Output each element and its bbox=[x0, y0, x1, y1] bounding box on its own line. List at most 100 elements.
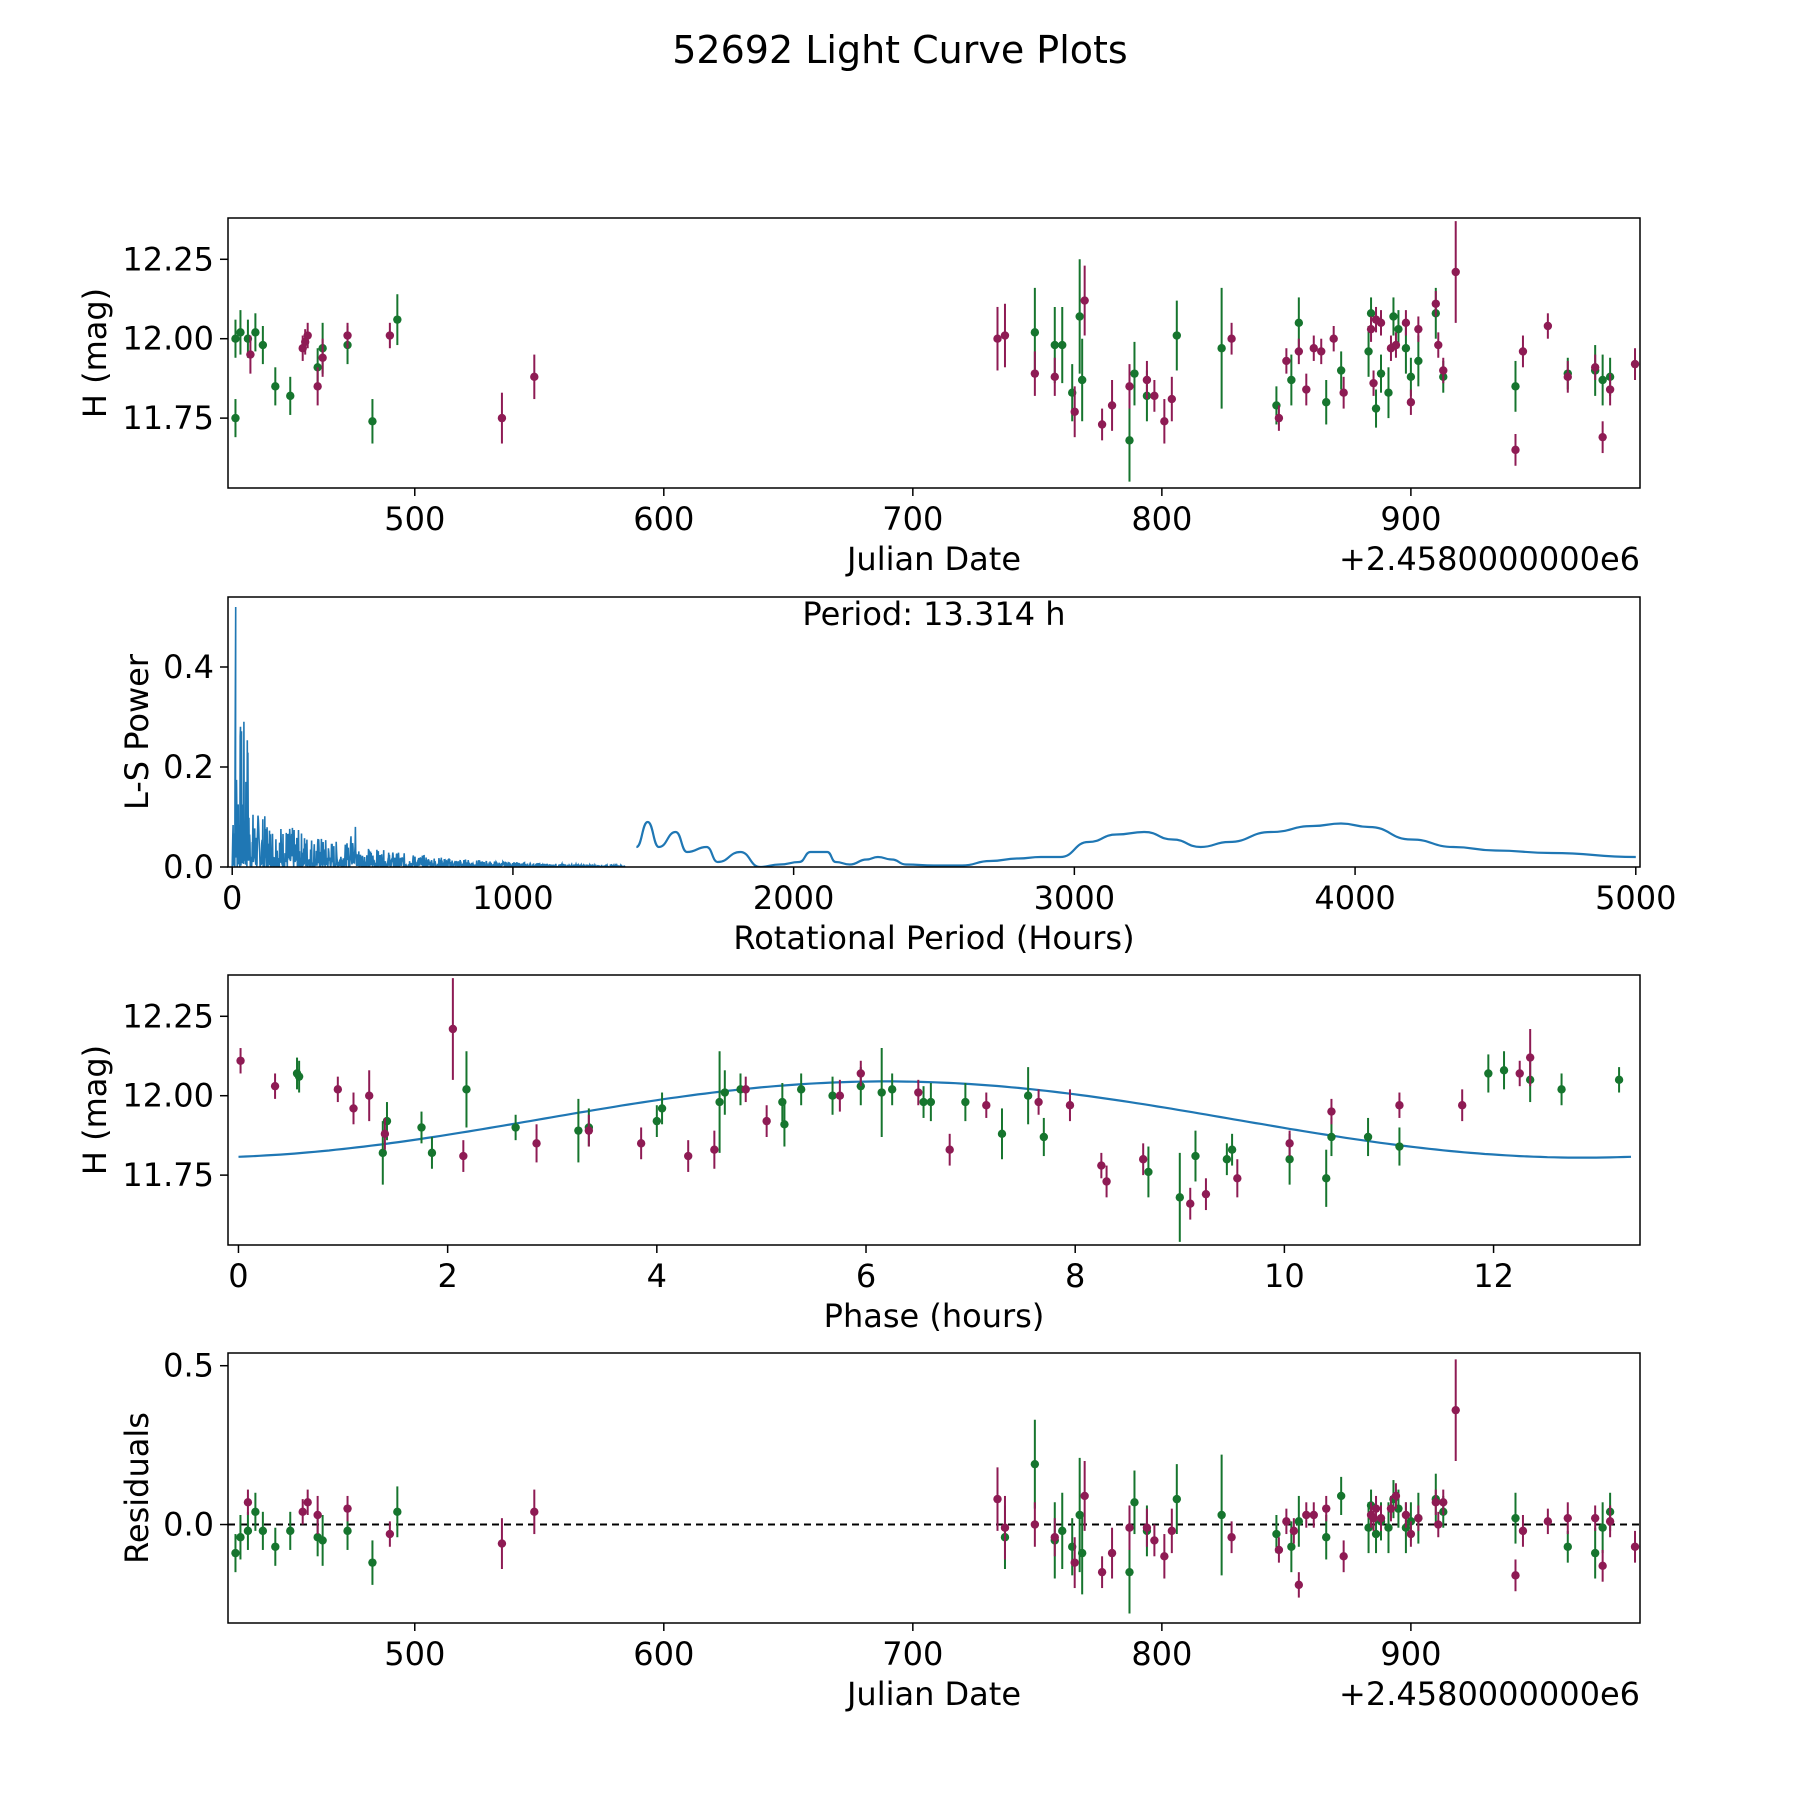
x-tick-label: 10 bbox=[1264, 1257, 1305, 1295]
green-data-point bbox=[796, 1085, 806, 1094]
green-data-point bbox=[378, 1148, 387, 1158]
magenta-data-point bbox=[303, 1498, 312, 1507]
green-data-point bbox=[1222, 1155, 1232, 1164]
magenta-data-point bbox=[459, 1151, 468, 1161]
magenta-data-point bbox=[1070, 1558, 1079, 1567]
magenta-data-point bbox=[1322, 1504, 1331, 1513]
magenta-data-point bbox=[1302, 1510, 1311, 1520]
green-data-point bbox=[1077, 1548, 1087, 1558]
y-tick-label: 11.75 bbox=[122, 1156, 214, 1194]
magenta-data-point bbox=[1406, 398, 1416, 407]
magenta-data-point bbox=[385, 331, 395, 340]
magenta-data-point bbox=[1329, 334, 1338, 343]
y-axis-label: H (mag) bbox=[76, 1045, 114, 1175]
magenta-data-point bbox=[303, 331, 312, 340]
magenta-data-point bbox=[1451, 1405, 1460, 1415]
magenta-data-point bbox=[1150, 1536, 1159, 1545]
green-data-point bbox=[1394, 324, 1403, 334]
magenta-data-point bbox=[1451, 267, 1460, 277]
x-tick-label: 600 bbox=[633, 1635, 694, 1673]
green-data-point bbox=[1125, 436, 1134, 445]
green-data-point bbox=[926, 1097, 936, 1107]
magenta-data-point bbox=[246, 350, 255, 359]
magenta-data-point bbox=[1376, 1513, 1386, 1523]
green-data-point bbox=[1058, 340, 1067, 350]
magenta-data-point bbox=[1598, 1561, 1607, 1571]
green-data-point bbox=[887, 1085, 897, 1094]
magenta-data-point bbox=[1107, 401, 1117, 410]
green-data-point bbox=[720, 1088, 730, 1097]
magenta-data-point bbox=[993, 334, 1002, 343]
y-axis-label: H (mag) bbox=[76, 288, 114, 418]
green-data-point bbox=[1144, 1167, 1153, 1177]
green-data-point bbox=[1366, 309, 1376, 318]
green-data-point bbox=[258, 340, 268, 350]
magenta-data-point bbox=[1434, 1520, 1443, 1529]
magenta-data-point bbox=[1386, 1504, 1396, 1513]
figure-title: 52692 Light Curve Plots bbox=[672, 28, 1128, 72]
magenta-data-point bbox=[243, 1498, 253, 1507]
green-data-point bbox=[231, 1548, 240, 1558]
green-data-point bbox=[251, 1507, 260, 1517]
x-tick-label: 8 bbox=[1065, 1257, 1085, 1295]
y-tick-label: 0.4 bbox=[163, 648, 214, 686]
magenta-data-point bbox=[1590, 1513, 1600, 1523]
green-data-point bbox=[251, 328, 260, 337]
green-data-point bbox=[271, 382, 280, 391]
magenta-data-point bbox=[1080, 1491, 1089, 1501]
green-data-point bbox=[1272, 1529, 1281, 1539]
x-tick-label: 0 bbox=[222, 879, 242, 917]
magenta-data-point bbox=[1401, 318, 1411, 328]
magenta-data-point bbox=[333, 1085, 343, 1094]
axes-frame bbox=[227, 1352, 1641, 1624]
magenta-data-point bbox=[1294, 1580, 1304, 1590]
green-data-point bbox=[1614, 1075, 1624, 1085]
magenta-data-point bbox=[1201, 1189, 1211, 1199]
magenta-data-point bbox=[1434, 340, 1443, 350]
magenta-data-point bbox=[1431, 1498, 1440, 1507]
magenta-data-point bbox=[1369, 378, 1378, 388]
green-data-point bbox=[1327, 1132, 1336, 1142]
magenta-data-point bbox=[1630, 1542, 1640, 1551]
magenta-data-point bbox=[1150, 391, 1159, 401]
magenta-data-point bbox=[1160, 417, 1169, 426]
green-data-point bbox=[462, 1085, 471, 1094]
green-data-point bbox=[961, 1097, 970, 1107]
magenta-data-point bbox=[1285, 1139, 1294, 1148]
green-data-point bbox=[780, 1120, 789, 1129]
magenta-data-point bbox=[1227, 334, 1236, 343]
magenta-data-point bbox=[914, 1088, 923, 1097]
green-data-point bbox=[1363, 1132, 1373, 1142]
magenta-data-point bbox=[1097, 1567, 1107, 1577]
y-tick-label: 12.00 bbox=[122, 320, 214, 358]
magenta-data-point bbox=[1142, 375, 1152, 385]
green-data-point bbox=[1389, 312, 1398, 321]
y-tick-label: 12.00 bbox=[122, 1077, 214, 1115]
magenta-data-point bbox=[343, 331, 352, 340]
green-data-point bbox=[1050, 340, 1059, 350]
magenta-data-point bbox=[530, 1507, 539, 1517]
magenta-data-point bbox=[1233, 1174, 1242, 1183]
green-data-point bbox=[1395, 1142, 1404, 1151]
green-data-point bbox=[1217, 344, 1226, 353]
green-data-point bbox=[1058, 1526, 1067, 1536]
green-data-point bbox=[236, 1533, 245, 1542]
magenta-data-point bbox=[1160, 1552, 1169, 1561]
x-tick-label: 2 bbox=[437, 1257, 457, 1295]
green-data-point bbox=[1401, 344, 1411, 353]
green-data-point bbox=[1075, 312, 1084, 321]
x-tick-label: 12 bbox=[1473, 1257, 1514, 1295]
green-data-point bbox=[1130, 369, 1139, 378]
green-data-point bbox=[368, 417, 377, 426]
magenta-data-point bbox=[343, 1504, 352, 1513]
magenta-data-point bbox=[1327, 1107, 1336, 1116]
green-data-point bbox=[1557, 1085, 1566, 1094]
green-data-point bbox=[417, 1123, 426, 1132]
magenta-data-point bbox=[1376, 318, 1386, 328]
magenta-data-point bbox=[1227, 1533, 1236, 1542]
magenta-data-point bbox=[313, 382, 322, 391]
green-data-point bbox=[1322, 398, 1331, 407]
green-data-point bbox=[1364, 347, 1373, 356]
green-data-point bbox=[1287, 1542, 1296, 1551]
